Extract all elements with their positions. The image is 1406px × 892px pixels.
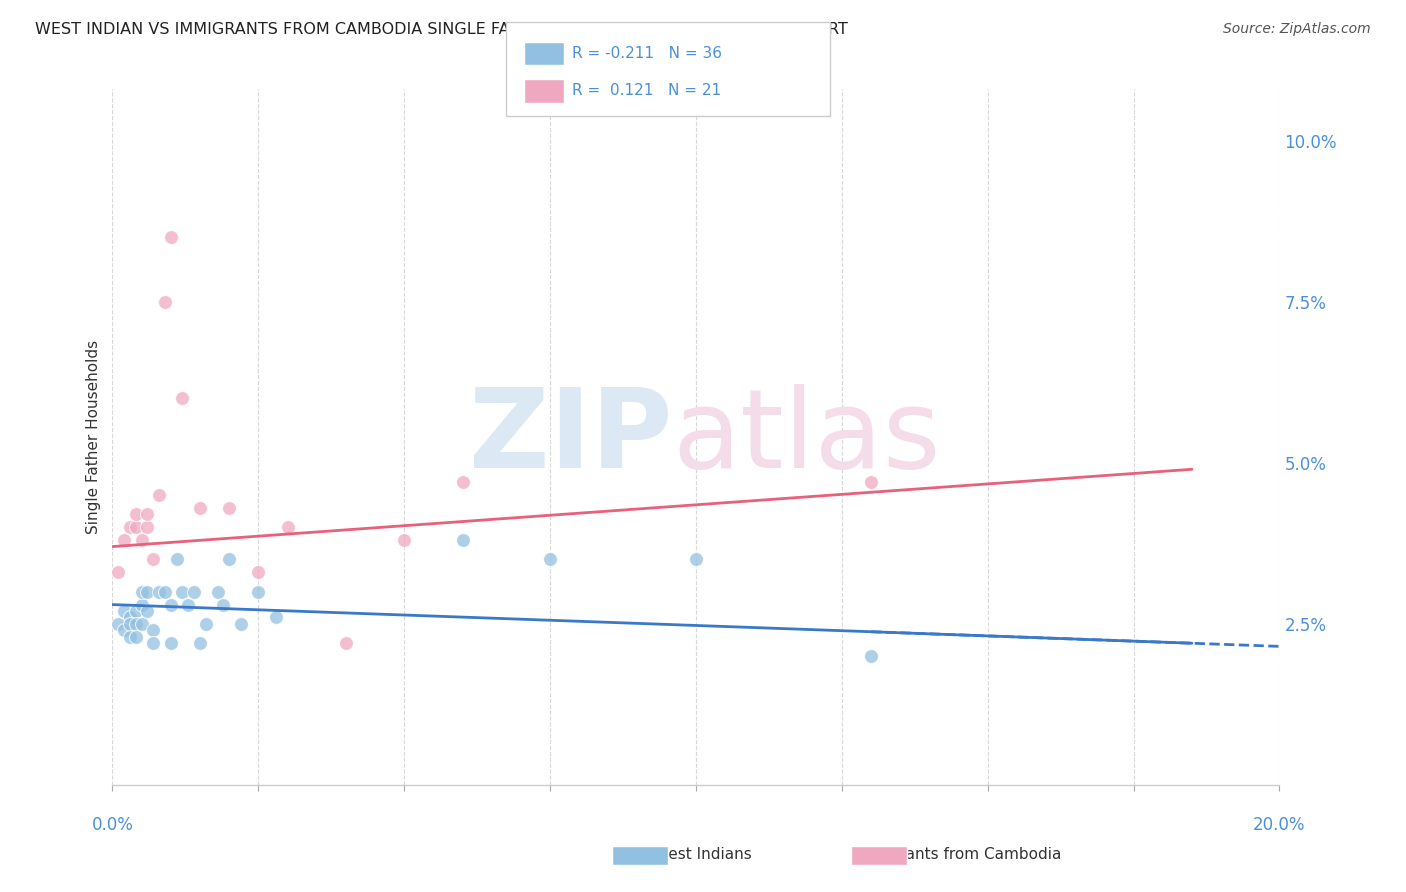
- Point: [118, 616, 141, 631]
- Point: [131, 533, 153, 548]
- Point: [112, 533, 135, 548]
- Point: [335, 636, 357, 650]
- Text: WEST INDIAN VS IMMIGRANTS FROM CAMBODIA SINGLE FATHER HOUSEHOLDS CORRELATION CHA: WEST INDIAN VS IMMIGRANTS FROM CAMBODIA …: [35, 22, 848, 37]
- Text: atlas: atlas: [672, 384, 941, 491]
- Point: [136, 604, 159, 618]
- Text: R =  0.121   N = 21: R = 0.121 N = 21: [572, 84, 721, 98]
- Point: [142, 624, 165, 638]
- Point: [148, 584, 170, 599]
- Point: [160, 598, 183, 612]
- Point: [131, 598, 153, 612]
- Point: [131, 584, 153, 599]
- Point: [131, 616, 153, 631]
- Point: [118, 610, 141, 624]
- Text: Source: ZipAtlas.com: Source: ZipAtlas.com: [1223, 22, 1371, 37]
- Text: Immigrants from Cambodia: Immigrants from Cambodia: [851, 847, 1062, 862]
- Text: R = -0.211   N = 36: R = -0.211 N = 36: [572, 46, 723, 61]
- Point: [188, 636, 211, 650]
- Point: [166, 552, 188, 566]
- Point: [172, 392, 194, 406]
- Point: [125, 630, 148, 644]
- Point: [142, 636, 165, 650]
- Point: [125, 604, 148, 618]
- Point: [160, 230, 183, 244]
- Point: [685, 552, 707, 566]
- Point: [118, 630, 141, 644]
- Point: [276, 520, 298, 534]
- Point: [136, 520, 159, 534]
- Point: [172, 584, 194, 599]
- Point: [177, 598, 200, 612]
- Text: 0.0%: 0.0%: [91, 816, 134, 834]
- Point: [153, 584, 176, 599]
- Point: [107, 566, 129, 580]
- Point: [125, 520, 148, 534]
- Point: [188, 500, 211, 515]
- Point: [392, 533, 416, 548]
- Point: [229, 616, 252, 631]
- Point: [247, 584, 270, 599]
- Point: [194, 616, 217, 631]
- Point: [247, 566, 270, 580]
- Point: [451, 475, 474, 490]
- Point: [264, 610, 287, 624]
- Text: ZIP: ZIP: [470, 384, 672, 491]
- Text: 20.0%: 20.0%: [1253, 816, 1306, 834]
- Point: [538, 552, 561, 566]
- Point: [183, 584, 205, 599]
- Point: [118, 520, 141, 534]
- Point: [112, 624, 135, 638]
- Point: [125, 508, 148, 522]
- Point: [859, 475, 883, 490]
- Point: [148, 488, 170, 502]
- Point: [218, 500, 240, 515]
- Point: [125, 616, 148, 631]
- Point: [160, 636, 183, 650]
- Point: [212, 598, 235, 612]
- Point: [153, 294, 176, 309]
- Point: [136, 508, 159, 522]
- Point: [451, 533, 474, 548]
- Point: [136, 584, 159, 599]
- Point: [207, 584, 229, 599]
- Point: [859, 649, 883, 664]
- Y-axis label: Single Father Households: Single Father Households: [86, 340, 101, 534]
- Point: [142, 552, 165, 566]
- Point: [112, 604, 135, 618]
- Point: [218, 552, 240, 566]
- Point: [107, 616, 129, 631]
- Text: West Indians: West Indians: [654, 847, 752, 862]
